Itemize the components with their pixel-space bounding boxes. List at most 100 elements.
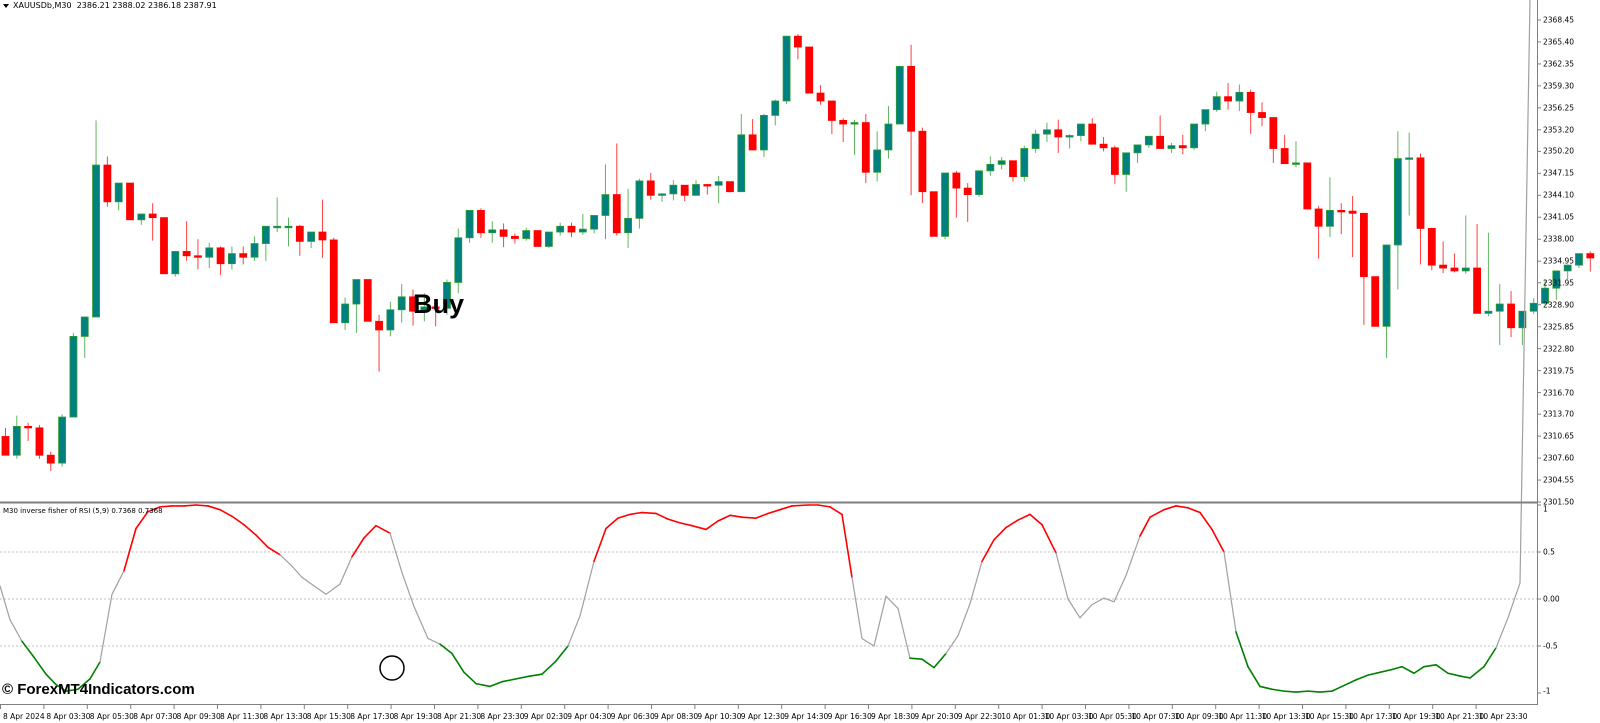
candle — [827, 100, 836, 135]
candle — [261, 225, 270, 261]
candle — [1552, 270, 1561, 300]
candle — [250, 236, 259, 261]
candle — [1099, 136, 1108, 152]
price-axis-label: 2359.30 — [1543, 81, 1575, 91]
candle — [1314, 206, 1323, 259]
candle — [703, 183, 712, 195]
price-axis-label: 2365.40 — [1543, 37, 1575, 47]
candle — [1212, 91, 1221, 112]
candle — [69, 332, 78, 418]
candle — [488, 221, 497, 243]
signal-circle-annotation — [379, 655, 405, 681]
candle — [1382, 244, 1391, 359]
candlestick-series — [1, 34, 1595, 472]
candle — [386, 301, 395, 337]
indicator-title: M30 inverse fisher of RSI (5,9) 0.7368 0… — [3, 507, 163, 515]
indicator-gridlines — [0, 504, 1541, 694]
price-axis-label: 2368.45 — [1543, 15, 1575, 25]
collapse-triangle-icon[interactable] — [3, 3, 9, 8]
price-axis-label: 2310.65 — [1543, 431, 1575, 441]
candle — [1575, 253, 1583, 269]
candle — [1043, 122, 1051, 143]
candle — [612, 143, 621, 236]
candle — [1326, 177, 1334, 238]
candle — [352, 279, 361, 333]
candle — [1246, 89, 1255, 135]
candle — [12, 415, 21, 459]
candle — [782, 35, 791, 104]
price-axis-label: 2356.25 — [1543, 103, 1575, 113]
candle — [635, 178, 644, 229]
time-axis-label: 8 Apr 21:30 — [437, 712, 482, 721]
price-axis-label: 2304.55 — [1543, 475, 1575, 485]
candle — [1439, 241, 1448, 274]
candle — [1586, 251, 1595, 272]
candle — [805, 46, 814, 94]
candle — [273, 197, 282, 233]
candle — [1280, 134, 1289, 165]
price-axis-label: 2307.60 — [1543, 453, 1575, 463]
indicator-axis-label: 0.00 — [1543, 594, 1560, 604]
candle — [126, 182, 134, 221]
price-axis-label: 2301.50 — [1543, 497, 1575, 507]
candle — [1258, 102, 1266, 127]
candle — [918, 127, 927, 204]
time-axis-label: 9 Apr 04:30 — [567, 712, 612, 721]
candle — [1031, 129, 1040, 153]
candle — [1348, 196, 1357, 258]
candle — [1393, 131, 1402, 290]
candle — [1201, 109, 1210, 132]
candle — [578, 214, 587, 235]
candle — [375, 314, 383, 372]
candle — [624, 188, 632, 248]
candle — [1563, 264, 1572, 280]
candle — [1360, 212, 1368, 325]
candle — [510, 233, 519, 244]
indicator-axis-label: -1 — [1543, 686, 1551, 696]
price-axis-label: 2322.80 — [1543, 344, 1575, 354]
candle — [1303, 162, 1312, 210]
candle — [1495, 283, 1504, 346]
candle — [1110, 145, 1119, 184]
candle — [420, 293, 429, 322]
candle — [839, 118, 848, 143]
time-axis-label: 9 Apr 08:30 — [654, 712, 699, 721]
candle — [748, 118, 757, 151]
candle — [1, 427, 10, 456]
candle — [794, 34, 802, 60]
candle — [714, 175, 723, 204]
time-axis-label: 10 Apr 13:30 — [1261, 712, 1311, 721]
candle — [58, 414, 66, 467]
time-axis-label: 10 Apr 01:30 — [1001, 712, 1051, 721]
time-axis-label: 8 Apr 09:30 — [176, 712, 221, 721]
candle — [1484, 232, 1493, 317]
time-axis-label: 10 Apr 03:30 — [1044, 712, 1094, 721]
candle — [1235, 84, 1244, 112]
candle — [522, 227, 531, 241]
indicator-axis-label: -0.5 — [1543, 641, 1558, 651]
candle — [567, 222, 576, 238]
candle — [1518, 310, 1527, 346]
candle — [726, 181, 734, 193]
time-axis-label: 10 Apr 21:30 — [1435, 712, 1485, 721]
time-axis-label: 9 Apr 14:30 — [784, 712, 829, 721]
candle — [329, 237, 338, 324]
candle — [1337, 203, 1346, 235]
candle — [1292, 141, 1300, 168]
candle — [182, 221, 191, 261]
candle — [1167, 142, 1176, 153]
candle — [1507, 291, 1515, 338]
candle — [1269, 117, 1278, 163]
candle — [646, 172, 655, 200]
candle — [284, 217, 293, 247]
candle — [307, 231, 316, 248]
candle — [997, 157, 1006, 170]
time-axis-label: 10 Apr 17:30 — [1348, 712, 1398, 721]
price-axis-label: 2316.70 — [1543, 388, 1575, 398]
price-axis-label: 2328.90 — [1543, 300, 1575, 310]
indicator-axis-label: 0.5 — [1543, 547, 1555, 557]
candle — [443, 279, 451, 315]
candle — [103, 156, 112, 207]
price-axis-label: 2325.85 — [1543, 322, 1575, 332]
